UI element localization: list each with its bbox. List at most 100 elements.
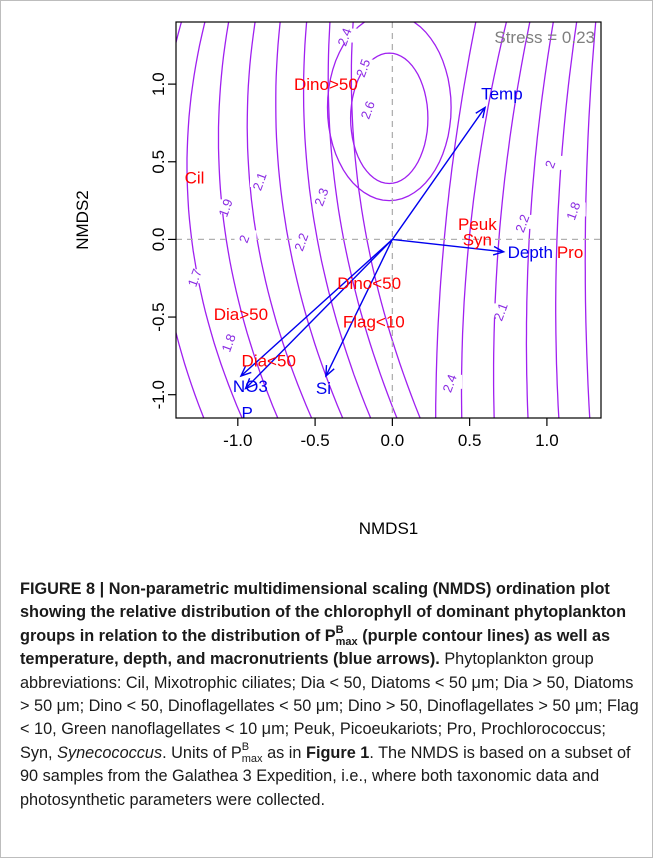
y-tick-label: 0.5	[149, 150, 168, 174]
contour-r-2.2	[492, 22, 531, 418]
contour-2.0	[246, 22, 313, 418]
x-tick-label: 1.0	[535, 431, 559, 450]
contour-label-bg	[219, 334, 242, 349]
figure-title-end: (purple contour lines) as well as temper…	[20, 626, 611, 669]
figure-1-reference: Figure 1	[306, 743, 370, 762]
contour-label-bg	[358, 101, 381, 116]
arrowhead-temp	[475, 105, 487, 119]
contour-label: 2	[542, 158, 559, 170]
contour-1.8	[186, 22, 243, 418]
y-tick-label: 1.0	[149, 72, 168, 96]
contour-label-bg	[250, 172, 272, 187]
caption-text-2: . Units of P	[162, 743, 242, 762]
contour-label-bg	[335, 28, 357, 43]
arrowhead-depth	[492, 245, 506, 256]
contour-1.7	[176, 22, 205, 418]
contour-label: 1.8	[563, 200, 583, 222]
contour-label-bg	[185, 269, 208, 284]
contour-r-2.0	[555, 22, 578, 418]
contour-2.3	[327, 22, 398, 418]
x-axis-label: NMDS1	[359, 519, 419, 538]
contour-label: 2.5	[353, 57, 373, 79]
figure-label: FIGURE 8 |	[20, 580, 105, 598]
arrow-p	[245, 238, 393, 389]
arrow-temp	[391, 107, 486, 240]
caption-text-3: as in	[267, 743, 302, 762]
contour-2.5	[326, 22, 452, 202]
group-label: Dia>50	[214, 305, 268, 324]
caption-text-1: Phytoplankton group abbreviations: Cil, …	[20, 650, 639, 762]
x-tick-label: 0.0	[381, 431, 405, 450]
arrowhead-no3	[239, 365, 252, 378]
arrowhead-si	[325, 365, 335, 378]
vector-label-depth: Depth	[508, 243, 553, 262]
contour-r-1.8	[584, 22, 597, 418]
group-label: Cil	[185, 168, 205, 187]
contour-label-bg	[563, 202, 586, 217]
contour-label-bg	[540, 155, 563, 170]
contour-2.6	[349, 52, 429, 185]
group-label: Dia<50	[242, 352, 296, 371]
arrowhead-p	[244, 378, 256, 390]
contour-lines	[176, 22, 597, 418]
contour-label-bg	[512, 214, 535, 229]
contour-label: 2.6	[358, 99, 378, 121]
group-label: Dino<50	[337, 274, 401, 293]
contour-r-2.4	[435, 22, 477, 418]
contour-label: 1.7	[185, 267, 205, 289]
nmds-plot: 2.4 2.5 2.6 1.9 2.1 2.3 2 2.2 1.7 1.8 2.4 2.1 2.2 2 1.…	[73, 21, 602, 538]
contour-label: 2.3	[311, 186, 331, 208]
contour-label-bg	[234, 230, 257, 245]
group-label: Flag<10	[343, 313, 405, 332]
contour-2.2	[302, 22, 372, 418]
contour-label-bg	[491, 303, 514, 318]
y-tick-label: 0.0	[149, 228, 168, 252]
caption-text-4: . The NMDS is based on a subset of 90 sa…	[20, 743, 631, 809]
x-tick-label: -1.0	[223, 431, 252, 450]
caption-syn: Synecococcus	[57, 743, 163, 762]
arrow-no3	[240, 238, 393, 377]
contour-label: 2.4	[440, 372, 460, 394]
contour-labels: 2.4 2.5 2.6 1.9 2.1 2.3 2 2.2 1.7 1.8 2.4 2.1 2.2 2 1.…	[185, 26, 586, 394]
group-label: Dino>50	[294, 75, 358, 94]
plot-border	[175, 21, 602, 419]
axes: -1.0 -0.5 0.0 0.5 1.0 -1.0 -0.5 0.0 0.5 1.0	[149, 72, 559, 450]
y-tick-label: -1.0	[149, 380, 168, 409]
vector-label-si: Si	[316, 379, 331, 398]
contour-2.4	[350, 22, 421, 418]
contour-2.1	[275, 22, 344, 418]
x-tick-label: 0.5	[458, 431, 482, 450]
contour-label: 1.9	[215, 197, 235, 219]
x-tick-label: -0.5	[300, 431, 329, 450]
contour-r-2.3	[460, 22, 508, 418]
contour-label: 1.8	[219, 332, 239, 354]
contour-label-bg	[291, 233, 314, 248]
y-axis-label: NMDS2	[73, 190, 92, 250]
arrow-si	[325, 239, 393, 377]
vector-label-p: P	[242, 403, 253, 422]
contour-label: 2.1	[249, 170, 269, 192]
contour-label-bg	[311, 188, 334, 203]
group-label: Peuk	[458, 215, 497, 234]
group-label: Syn	[463, 230, 492, 249]
stress-label: Stress = 0.23	[494, 28, 595, 47]
contour-label-bg	[216, 199, 238, 214]
contour-label: 2	[236, 233, 253, 245]
reference-lines	[176, 22, 601, 418]
contour-label-bg	[353, 59, 376, 74]
y-tick-label: -0.5	[149, 302, 168, 331]
contour-label: 2.2	[512, 212, 532, 234]
arrow-depth	[392, 238, 504, 253]
figure-title: Non-parametric multidimensional scaling …	[20, 580, 627, 645]
figure-caption: FIGURE 8 | Non-parametric multidimension…	[20, 578, 640, 812]
contour-1.9	[217, 22, 279, 418]
contour-label-bg	[440, 374, 463, 389]
group-label: Pro	[557, 243, 583, 262]
vector-label-temp: Temp	[481, 84, 523, 103]
contour-label: 2.2	[291, 231, 311, 253]
contour-label: 2.1	[491, 301, 511, 323]
